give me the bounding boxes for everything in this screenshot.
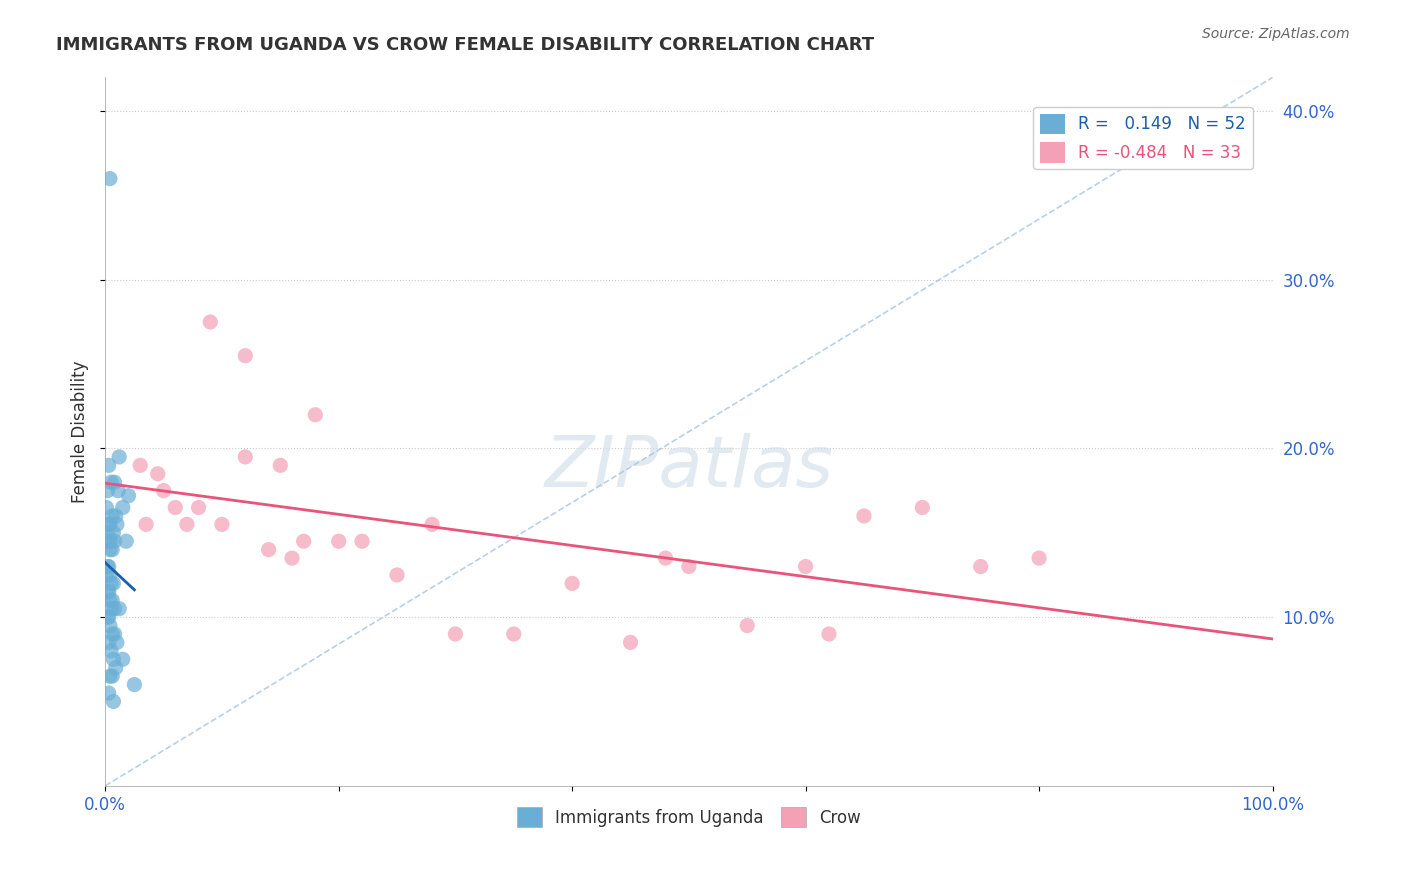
Point bbox=[100, 601, 122, 615]
Point bbox=[98, 542, 121, 557]
Point bbox=[233, 349, 256, 363]
Point bbox=[103, 601, 125, 615]
Point bbox=[108, 601, 131, 615]
Point bbox=[678, 559, 700, 574]
Point bbox=[96, 559, 118, 574]
Point bbox=[97, 635, 120, 649]
Point bbox=[619, 635, 641, 649]
Point bbox=[97, 584, 120, 599]
Point bbox=[100, 534, 122, 549]
Point bbox=[420, 517, 443, 532]
Point bbox=[444, 627, 467, 641]
Point bbox=[292, 534, 315, 549]
Point bbox=[101, 669, 124, 683]
Text: ZIPatlas: ZIPatlas bbox=[544, 433, 834, 501]
Point bbox=[97, 517, 120, 532]
Point bbox=[1028, 551, 1050, 566]
Point bbox=[111, 652, 134, 666]
Point bbox=[97, 559, 120, 574]
Point bbox=[97, 610, 120, 624]
Point bbox=[165, 500, 187, 515]
Point bbox=[304, 408, 326, 422]
Point bbox=[152, 483, 174, 498]
Point bbox=[115, 534, 138, 549]
Point bbox=[103, 627, 125, 641]
Point bbox=[98, 568, 121, 582]
Point bbox=[146, 467, 169, 481]
Point bbox=[852, 508, 875, 523]
Point bbox=[129, 458, 152, 473]
Legend: Immigrants from Uganda, Crow: Immigrants from Uganda, Crow bbox=[510, 800, 868, 834]
Point bbox=[257, 542, 280, 557]
Point bbox=[233, 450, 256, 464]
Point bbox=[101, 542, 124, 557]
Point bbox=[104, 508, 127, 523]
Point bbox=[211, 517, 233, 532]
Point bbox=[108, 450, 131, 464]
Text: Source: ZipAtlas.com: Source: ZipAtlas.com bbox=[1202, 27, 1350, 41]
Point bbox=[100, 644, 122, 658]
Y-axis label: Female Disability: Female Disability bbox=[72, 360, 89, 503]
Point bbox=[100, 475, 122, 490]
Point bbox=[103, 534, 125, 549]
Point bbox=[107, 483, 129, 498]
Point bbox=[96, 568, 118, 582]
Point bbox=[124, 677, 146, 691]
Point bbox=[794, 559, 817, 574]
Point bbox=[385, 568, 408, 582]
Point bbox=[103, 576, 125, 591]
Point bbox=[135, 517, 157, 532]
Point bbox=[281, 551, 304, 566]
Point bbox=[96, 610, 118, 624]
Point bbox=[200, 315, 222, 329]
Point bbox=[103, 475, 125, 490]
Point bbox=[105, 635, 128, 649]
Point bbox=[104, 661, 127, 675]
Point bbox=[561, 576, 583, 591]
Point bbox=[96, 525, 118, 540]
Point bbox=[103, 652, 125, 666]
Point bbox=[111, 500, 134, 515]
Point bbox=[911, 500, 934, 515]
Point bbox=[97, 534, 120, 549]
Point bbox=[101, 593, 124, 607]
Point bbox=[96, 584, 118, 599]
Point bbox=[96, 500, 118, 515]
Point bbox=[96, 483, 118, 498]
Point bbox=[98, 517, 121, 532]
Point bbox=[269, 458, 291, 473]
Point bbox=[654, 551, 676, 566]
Point bbox=[97, 686, 120, 700]
Point bbox=[100, 576, 122, 591]
Point bbox=[105, 517, 128, 532]
Point bbox=[328, 534, 350, 549]
Point bbox=[97, 458, 120, 473]
Point bbox=[350, 534, 373, 549]
Point bbox=[176, 517, 198, 532]
Point bbox=[98, 618, 121, 632]
Point bbox=[735, 618, 758, 632]
Point bbox=[187, 500, 209, 515]
Text: IMMIGRANTS FROM UGANDA VS CROW FEMALE DISABILITY CORRELATION CHART: IMMIGRANTS FROM UGANDA VS CROW FEMALE DI… bbox=[56, 36, 875, 54]
Point bbox=[103, 525, 125, 540]
Point bbox=[98, 669, 121, 683]
Point bbox=[818, 627, 841, 641]
Point bbox=[970, 559, 993, 574]
Point bbox=[101, 627, 124, 641]
Point bbox=[101, 508, 124, 523]
Point bbox=[117, 489, 139, 503]
Point bbox=[502, 627, 524, 641]
Point bbox=[103, 694, 125, 708]
Point bbox=[98, 171, 121, 186]
Point bbox=[98, 593, 121, 607]
